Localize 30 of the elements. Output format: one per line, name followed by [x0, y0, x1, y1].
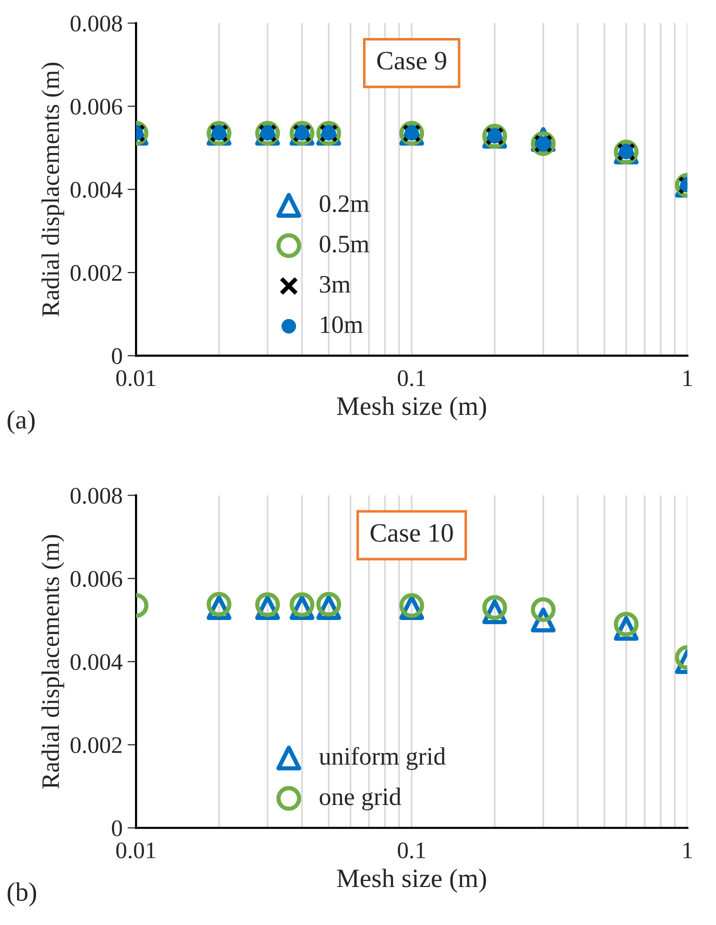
y-tick-label: 0.002	[70, 737, 122, 754]
y-tick-label: 0.006	[70, 570, 122, 587]
x-tick-label: 0.01	[116, 842, 156, 858]
text: (b)	[8, 882, 36, 906]
x-axis-title: Mesh size (m)	[336, 868, 486, 893]
y-tick-label: 0.008	[70, 16, 122, 32]
annotation: Case 10	[370, 524, 453, 542]
y-tick-label: 0.002	[70, 265, 122, 282]
y-tick-label: 0	[112, 348, 122, 364]
legend-label: 10m	[321, 316, 363, 334]
y-tick-label: 0.008	[70, 488, 122, 504]
y-tick-label: 0.004	[70, 654, 122, 670]
legend-label: 0.2m	[320, 195, 370, 212]
legend-label: 0.5m	[320, 236, 370, 253]
x-axis-title: Mesh size (m)	[336, 396, 486, 420]
y-tick-label: 0.006	[70, 98, 122, 115]
x-tick-label: 0.1	[398, 370, 426, 386]
text: (a)	[8, 410, 35, 434]
y-tick-label: 0	[112, 820, 122, 836]
annotation: Case 9	[377, 52, 446, 70]
y-tick-label: 0.004	[70, 182, 122, 198]
x-tick-label: 1	[684, 370, 692, 386]
legend-label: uniform grid	[319, 746, 446, 770]
y-axis-title: Radial displacements (m)	[41, 62, 64, 316]
legend-label: one grid	[320, 788, 402, 810]
x-tick-label: 1	[684, 842, 692, 858]
x-tick-label: 0.1	[398, 842, 426, 858]
y-axis-title: Radial displacements (m)	[41, 534, 64, 789]
x-tick-label: 0.01	[116, 370, 156, 386]
legend-label: 3m	[320, 276, 350, 293]
